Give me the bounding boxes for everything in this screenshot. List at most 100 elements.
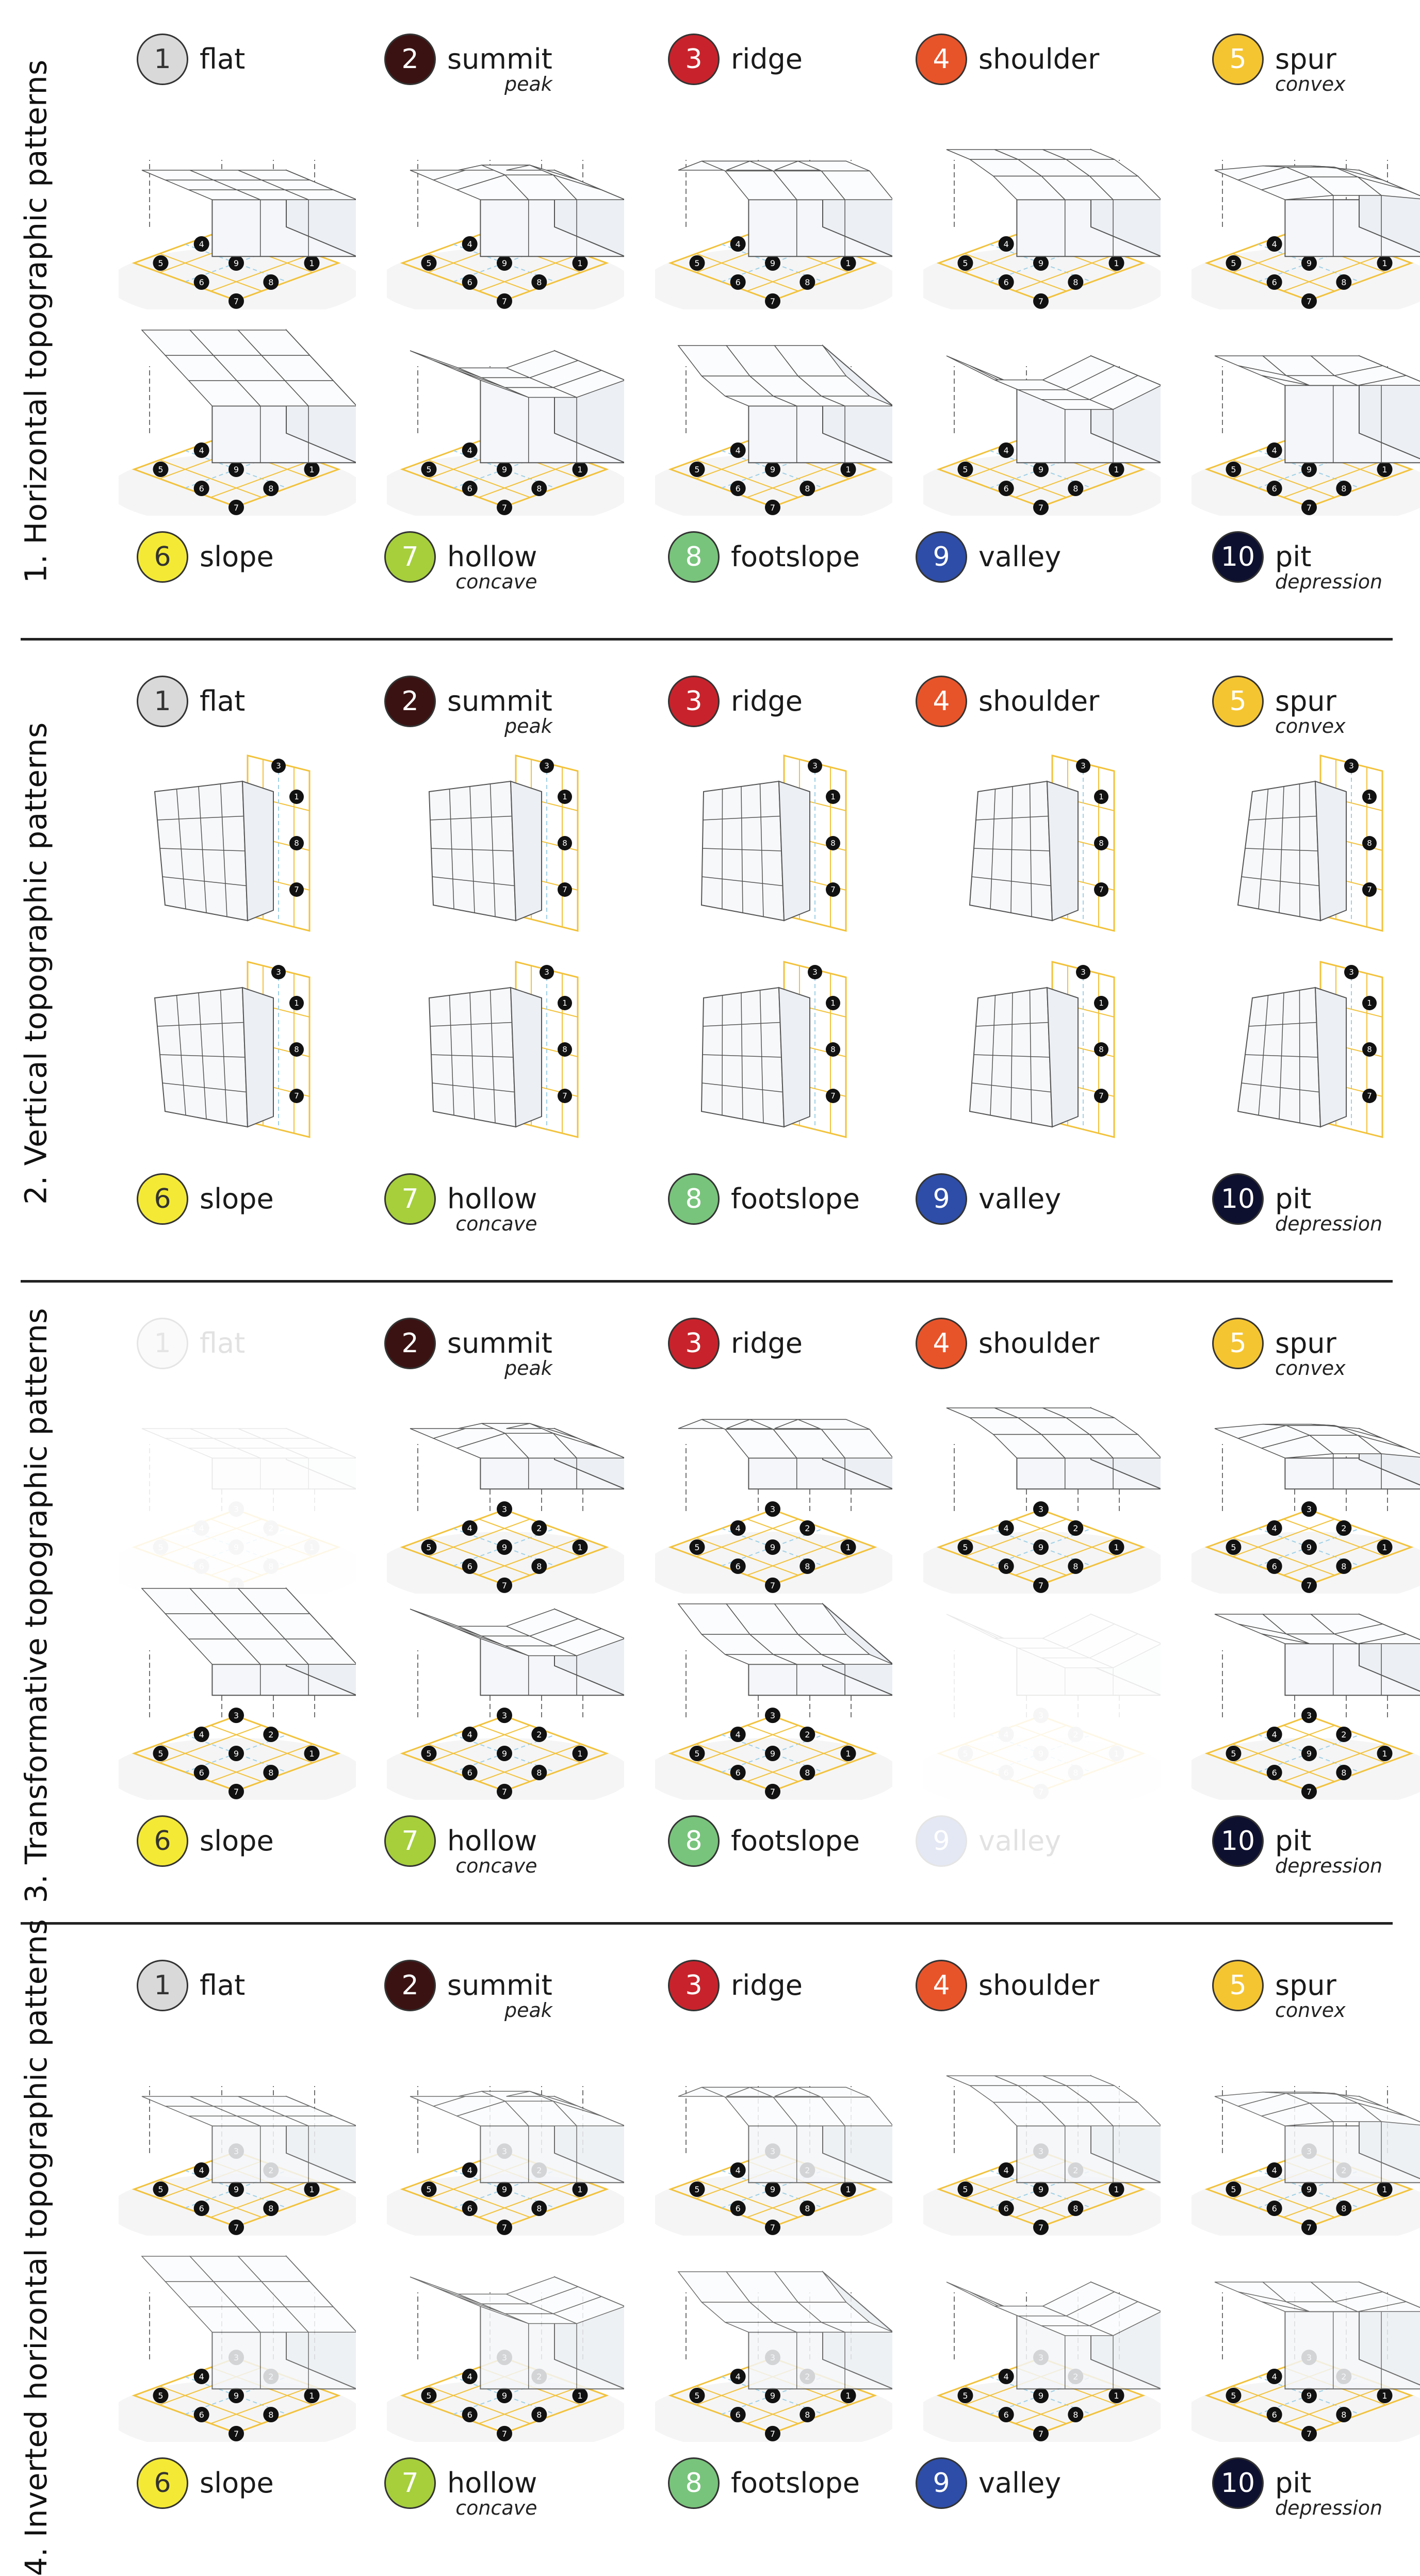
grid-node-number: 5	[158, 2391, 163, 2401]
grid-node-number: 3	[1349, 761, 1354, 770]
terrain-block	[142, 2096, 356, 2183]
grid-node-number: 7	[770, 2429, 775, 2439]
pattern-number-badge: 3	[668, 676, 720, 727]
pattern-number-badge: 7	[384, 1173, 436, 1225]
grid-node-number: 8	[268, 277, 273, 287]
grid-node-number: 7	[234, 1787, 239, 1797]
grid-node-number: 2	[1073, 1523, 1078, 1533]
pattern-name: flat	[200, 1960, 245, 2011]
grid-node-number: 9	[1307, 1749, 1312, 1759]
grid-node-number: 7	[1038, 1787, 1043, 1797]
grid-node-number: 8	[536, 2410, 542, 2420]
pattern-number-badge: 9	[916, 531, 967, 583]
pattern-number-badge: 1	[137, 1960, 188, 2011]
grid-node-number: 3	[234, 1711, 239, 1720]
grid-node-number: 8	[1073, 277, 1078, 287]
grid-node-number: 1	[1114, 465, 1119, 474]
grid-node-number: 1	[845, 1543, 851, 1552]
grid-node-number: 9	[1038, 1749, 1043, 1759]
pattern-name: ridge	[731, 1318, 803, 1369]
grid-node-number: 1	[294, 998, 299, 1008]
pattern-subtitle: convex	[1275, 1358, 1346, 1379]
grid-node-number: 1	[1114, 258, 1119, 268]
grid-node-number: 4	[199, 446, 204, 455]
terrain-block	[1215, 1424, 1420, 1489]
pattern-number-badge: 7	[384, 531, 436, 583]
grid-node-number: 7	[1038, 2429, 1043, 2439]
pattern-name: slope	[200, 1815, 274, 1867]
grid-node-number: 5	[426, 2391, 431, 2401]
grid-node-number: 1	[845, 258, 851, 268]
grid-node-number: 3	[276, 761, 281, 770]
grid-node-number: 8	[536, 1562, 542, 1571]
grid-node-number: 6	[199, 1768, 204, 1778]
grid-node-number: 7	[1367, 1091, 1372, 1101]
grid-node-number: 1	[562, 998, 567, 1008]
grid-node-number: 8	[268, 1768, 273, 1778]
grid-node-number: 2	[1341, 1730, 1346, 1740]
terrain-block	[678, 1604, 892, 1695]
terrain-block	[142, 330, 356, 463]
pattern-number-badge: 4	[916, 34, 967, 85]
grid-node-number: 7	[502, 2429, 507, 2439]
grid-node-number: 4	[467, 446, 472, 455]
grid-node-number: 5	[426, 2185, 431, 2194]
pattern-subtitle: concave	[447, 2498, 537, 2518]
grid-node-number: 7	[1307, 2429, 1312, 2439]
terrain-block	[678, 2272, 892, 2389]
grid-node-number: 2	[1341, 1523, 1346, 1533]
grid-node-number: 8	[562, 839, 567, 848]
grid-node-number: 9	[502, 465, 507, 474]
pattern-number-badge: 5	[1212, 1318, 1264, 1369]
grid-node-number: 1	[1382, 465, 1387, 474]
grid-node-number: 4	[1272, 1730, 1277, 1740]
pattern-number-badge: 5	[1212, 676, 1264, 727]
grid-node-number: 1	[309, 465, 314, 474]
pattern-number-badge: 7	[384, 1815, 436, 1867]
grid-node-number: 2	[268, 1523, 273, 1533]
grid-node-number: 3	[812, 761, 818, 770]
grid-node-number: 1	[845, 2185, 851, 2194]
grid-node-number: 3	[1081, 761, 1086, 770]
grid-node-number: 9	[1038, 2185, 1043, 2194]
terrain-block	[142, 1588, 356, 1695]
pattern-name: footslope	[731, 2457, 860, 2509]
grid-node-number: 1	[309, 1749, 314, 1759]
grid-node-number: 6	[1272, 2410, 1277, 2420]
grid-node-number: 8	[536, 2204, 542, 2213]
grid-node-number: 9	[1038, 258, 1043, 268]
grid-node-number: 9	[234, 1543, 239, 1552]
grid-node-number: 9	[234, 258, 239, 268]
section-title-text: 4. Inverted horizontal topographic patte…	[19, 1918, 54, 2575]
grid-node-number: 7	[1367, 885, 1372, 894]
grid-node-number: 1	[577, 2185, 582, 2194]
grid-node-number: 9	[1038, 2391, 1043, 2401]
grid-node-number: 7	[294, 885, 299, 894]
grid-node-number: 1	[1382, 2185, 1387, 2194]
grid-node-number: 5	[158, 2185, 163, 2194]
grid-node-number: 6	[736, 277, 741, 287]
grid-node-number: 5	[426, 258, 431, 268]
pattern-name: footslope	[731, 531, 860, 583]
